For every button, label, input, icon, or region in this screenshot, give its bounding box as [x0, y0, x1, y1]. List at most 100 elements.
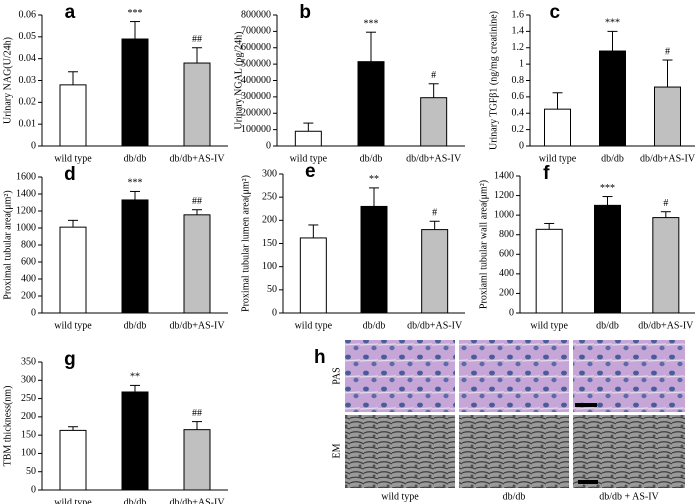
significance-label: *** — [128, 178, 143, 189]
y-tick-label: 0.01 — [19, 118, 37, 129]
significance-label: # — [432, 208, 437, 219]
y-tick-label: 0 — [272, 307, 277, 318]
em-image — [573, 415, 685, 488]
x-tick-label: db/db — [360, 153, 383, 164]
significance-label: *** — [600, 183, 615, 194]
y-tick-label: 0.8 — [512, 75, 525, 86]
bar — [421, 229, 449, 314]
y-tick-label: 150 — [262, 238, 277, 249]
y-tick-label: 350 — [21, 356, 36, 367]
bar — [535, 228, 563, 314]
panel-letter: g — [64, 349, 76, 370]
bar — [121, 391, 149, 491]
y-tick-label: 300 — [21, 375, 36, 386]
x-tick-label: db/db — [124, 153, 147, 164]
y-tick-label: 250 — [21, 393, 36, 404]
significance-label: *** — [605, 18, 620, 29]
x-tick-label: wild type — [54, 153, 92, 164]
y-tick-label: 1200 — [16, 205, 36, 216]
pas-image — [459, 340, 569, 412]
x-tick-label: db/db+AS-IV — [169, 497, 225, 504]
significance-label: ## — [192, 408, 202, 419]
y-tick-label: 400 — [21, 273, 36, 284]
column-label: db/db — [503, 491, 526, 502]
bar — [294, 130, 322, 147]
x-tick-label: db/db+AS-IV — [406, 153, 462, 164]
row-label: EM — [331, 443, 342, 458]
y-tick-label: 250 — [262, 191, 277, 202]
y-tick-label: 0 — [31, 140, 36, 151]
x-tick-label: wild type — [539, 153, 577, 164]
y-tick-label: 800000 — [241, 9, 271, 20]
y-tick-label: 200 — [262, 215, 277, 226]
bar — [652, 217, 680, 314]
x-tick-label: wild type — [54, 320, 92, 331]
significance-label: # — [431, 70, 436, 81]
y-tick-label: 0 — [31, 484, 36, 495]
significance-label: *** — [128, 8, 143, 19]
y-axis-label: Urinary NAG(U/24h) — [2, 37, 13, 124]
x-tick-label: db/db+AS-IV — [638, 320, 694, 331]
significance-label: # — [663, 198, 668, 209]
bar — [420, 97, 448, 147]
y-tick-label: 100000 — [241, 124, 271, 135]
y-tick-label: 0 — [519, 140, 524, 151]
bar — [654, 86, 681, 147]
y-tick-label: 800 — [21, 239, 36, 250]
y-tick-label: 200 — [499, 288, 514, 299]
bar — [594, 204, 621, 314]
y-axis-label: Proximal tubular area(μm²) — [2, 190, 13, 299]
y-tick-label: 600000 — [241, 42, 271, 53]
y-tick-label: 100 — [21, 448, 36, 459]
y-tick-label: 1000 — [16, 222, 36, 233]
x-tick-label: wild type — [295, 320, 333, 331]
y-tick-label: 600 — [21, 256, 36, 267]
y-tick-label: 400 — [499, 268, 514, 279]
bar — [299, 237, 327, 314]
panel-letter: d — [64, 164, 76, 185]
y-axis-label: Proxiaml tubular wall area(μm²) — [478, 180, 489, 309]
x-tick-label: db/db+AS-IV — [640, 153, 696, 164]
panel-letter: h — [314, 347, 326, 368]
panel-letter: b — [299, 2, 311, 23]
x-tick-label: db/db — [601, 153, 624, 164]
significance-label: # — [665, 46, 670, 57]
y-tick-label: 600 — [499, 249, 514, 260]
y-tick-label: 0.6 — [512, 91, 525, 102]
bar — [544, 108, 571, 147]
bar — [59, 429, 87, 491]
y-tick-label: 1.6 — [512, 9, 525, 20]
row-label: PAS — [331, 367, 342, 384]
x-tick-label: wild type — [290, 153, 328, 164]
x-tick-label: wild type — [530, 320, 568, 331]
y-tick-label: 1 — [519, 58, 524, 69]
significance-label: ## — [192, 196, 202, 207]
y-axis-label: Urinary TGFβ1 (ng/mg creatinine) — [488, 11, 499, 150]
significance-label: ** — [369, 174, 379, 185]
y-tick-label: 1400 — [494, 170, 514, 181]
pas-image — [345, 340, 455, 412]
micrograph-panel: h PAS EM wild type db/db db/db + AS-IV — [314, 340, 685, 502]
column-label: wild type — [381, 491, 419, 502]
y-axis-label: Proximal tubular lumen area(μm²) — [240, 175, 251, 312]
x-tick-label: db/db+AS-IV — [169, 320, 225, 331]
y-tick-label: 0 — [266, 140, 271, 151]
bar — [121, 38, 149, 147]
y-tick-label: 1000 — [494, 209, 514, 220]
x-tick-label: db/db — [596, 320, 619, 331]
y-tick-label: 0 — [509, 307, 514, 318]
y-tick-label: 300000 — [241, 91, 271, 102]
em-image — [345, 415, 455, 488]
y-tick-label: 0.04 — [19, 53, 37, 64]
bar — [360, 205, 388, 314]
bar — [183, 62, 211, 147]
y-tick-label: 1400 — [16, 188, 36, 199]
em-image — [459, 415, 569, 488]
column-label: db/db + AS-IV — [599, 491, 659, 502]
x-tick-label: db/db+AS-IV — [169, 153, 225, 164]
pas-image — [573, 340, 685, 412]
x-tick-label: db/db — [124, 320, 147, 331]
x-tick-label: db/db+AS-IV — [407, 320, 463, 331]
y-tick-label: 0.06 — [19, 9, 37, 20]
x-tick-label: db/db — [363, 320, 386, 331]
